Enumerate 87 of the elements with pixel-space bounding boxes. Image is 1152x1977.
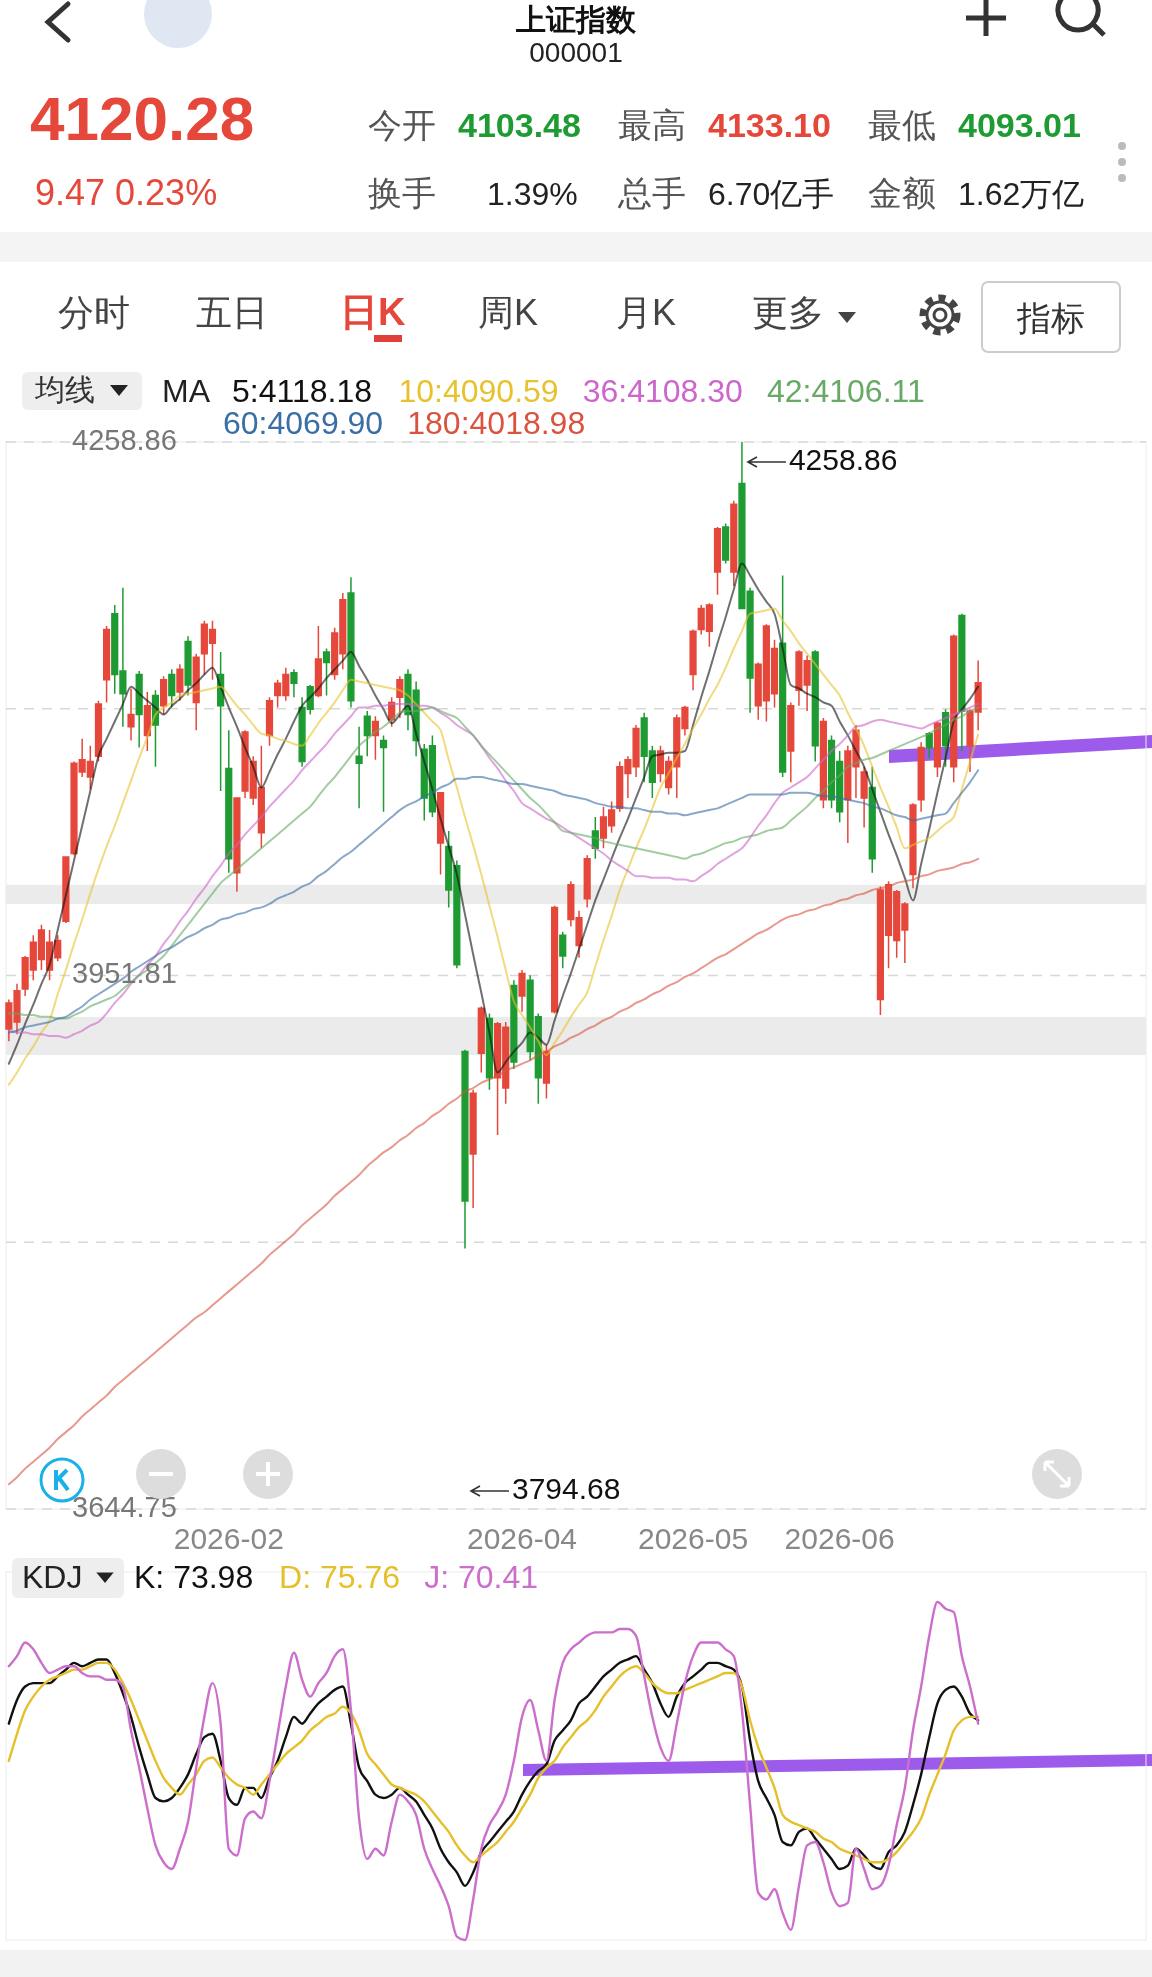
candlestick — [192, 652, 200, 731]
candlestick — [591, 816, 599, 860]
candlestick — [868, 765, 876, 874]
candlestick — [860, 765, 868, 829]
text: 换手 — [368, 174, 436, 212]
candlestick — [689, 628, 697, 691]
candlestick — [322, 647, 331, 697]
candlestick — [290, 668, 298, 698]
text: D: 75.76 — [279, 1559, 401, 1595]
candlestick — [477, 1005, 485, 1074]
candlestick — [168, 668, 176, 709]
candlestick — [379, 734, 388, 813]
candlestick — [233, 797, 241, 893]
text: 分时 — [58, 292, 130, 333]
candlestick — [559, 930, 567, 969]
text: 42:4106.11 — [766, 373, 925, 409]
text: 周K — [478, 292, 539, 333]
chart-title: 上证指数 — [515, 3, 637, 36]
text: 最高 — [618, 106, 686, 144]
text: 9.47 0.23% — [35, 172, 218, 213]
text: 月K — [616, 292, 677, 333]
candlestick — [917, 741, 925, 813]
candlestick — [722, 522, 730, 565]
text: 4120.28 — [30, 84, 255, 153]
candlestick — [787, 701, 795, 784]
candlestick — [355, 725, 363, 810]
candlestick — [436, 791, 445, 876]
candlestick — [225, 729, 233, 874]
x-tick-label: 2026-02 — [173, 1522, 284, 1555]
text: 总手 — [617, 174, 686, 212]
text: 均线 — [34, 373, 95, 406]
candlestick — [217, 651, 225, 792]
x-tick-label: 2026-05 — [638, 1522, 749, 1555]
annotation: 4258.86 — [788, 442, 898, 476]
candlestick — [176, 663, 184, 702]
y-tick-label: 3644.75 — [72, 1490, 177, 1523]
text: 今开 — [368, 106, 436, 144]
candlestick — [143, 691, 151, 752]
candlestick — [510, 979, 518, 1070]
text: 4093.01 — [958, 106, 1081, 144]
candlestick — [102, 625, 111, 704]
text: 4133.10 — [708, 106, 831, 144]
candlestick — [933, 720, 942, 778]
text: 最低 — [868, 106, 936, 144]
candlestick — [779, 574, 787, 778]
candlestick — [469, 1089, 477, 1209]
candlestick — [583, 854, 591, 909]
legend-title: KDJ — [22, 1559, 83, 1595]
text: K: 73.98 — [134, 1559, 254, 1595]
candlestick — [396, 675, 404, 719]
candlestick — [314, 625, 322, 698]
text: 日K — [340, 291, 406, 333]
candlestick — [363, 710, 371, 757]
candlestick — [713, 526, 722, 596]
candlestick — [958, 613, 966, 752]
text: 更多 — [752, 292, 824, 333]
candlestick — [461, 1049, 469, 1250]
text: 1.62万亿 — [958, 176, 1085, 212]
x-tick-label: 2026-04 — [466, 1522, 578, 1555]
candlestick — [151, 689, 160, 768]
text: 五日 — [196, 292, 268, 333]
candlestick — [925, 731, 933, 759]
chart-subtitle: 000001 — [529, 37, 623, 68]
text: 6.70亿手 — [708, 176, 835, 212]
text: 指标 — [1016, 299, 1085, 337]
candlestick — [388, 696, 396, 728]
candlestick — [542, 1043, 551, 1100]
candlestick — [184, 635, 192, 697]
candlestick — [909, 802, 917, 890]
candlestick — [730, 500, 738, 587]
y-tick-label: 4258.86 — [72, 423, 177, 456]
candlestick — [347, 576, 355, 709]
candlestick — [127, 687, 135, 742]
candlestick — [135, 670, 143, 749]
series-label: J: 70.41 — [424, 1559, 539, 1595]
candlestick — [518, 969, 526, 1013]
legend-title: MA — [162, 373, 211, 409]
text: 4103.48 — [458, 106, 581, 144]
text: 金额 — [868, 174, 936, 212]
candlestick — [811, 649, 819, 763]
candlestick — [265, 696, 274, 747]
candlestick — [160, 675, 168, 716]
candlestick — [371, 715, 379, 761]
annotation: 3794.68 — [511, 1471, 621, 1505]
text: 1.39% — [487, 176, 578, 212]
candlestick — [941, 708, 950, 768]
x-tick-label: 2026-06 — [784, 1522, 895, 1555]
